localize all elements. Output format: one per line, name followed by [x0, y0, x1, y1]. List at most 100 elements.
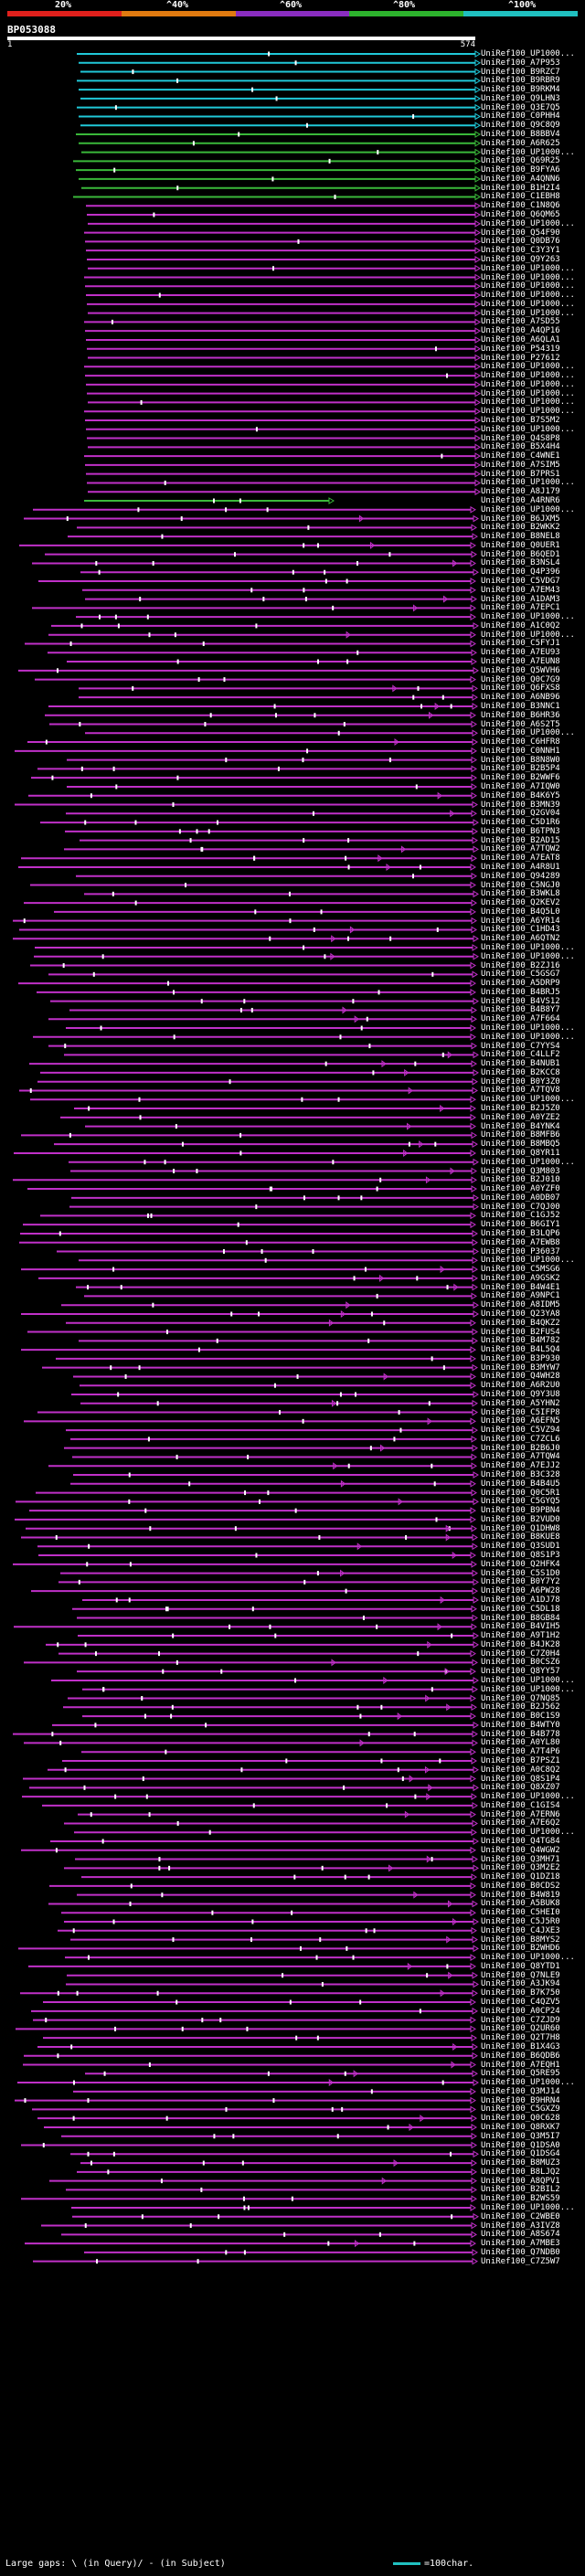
hit-label[interactable]: UniRef100_A9NPC1	[481, 1291, 560, 1301]
hit-label[interactable]: UniRef100_P27612	[481, 353, 560, 363]
hit-label[interactable]: UniRef100_Q7NQ85	[481, 1693, 560, 1703]
hit-label[interactable]: UniRef100_B4WTY0	[481, 1720, 560, 1730]
hit-label[interactable]: UniRef100_Q7NLE9	[481, 1970, 560, 1980]
hit-label[interactable]: UniRef100_C5S1D0	[481, 1568, 560, 1578]
hit-label[interactable]: UniRef100_C5HEI0	[481, 1908, 560, 1918]
hit-label[interactable]: UniRef100_Q2HFK4	[481, 1559, 560, 1569]
hit-label[interactable]: UniRef100_C5GSG7	[481, 970, 560, 980]
hit-label[interactable]: UniRef100_C1GIS4	[481, 1800, 560, 1810]
hit-label[interactable]: UniRef100_B8GB84	[481, 1613, 560, 1623]
hit-label[interactable]: UniRef100_B2WS59	[481, 2194, 560, 2204]
hit-label[interactable]: UniRef100_C4WNE1	[481, 451, 560, 461]
hit-label[interactable]: UniRef100_A7MBE3	[481, 2239, 560, 2249]
hit-label[interactable]: UniRef100_UP1000...	[481, 951, 575, 961]
hit-label[interactable]: UniRef100_Q1DHW8	[481, 1523, 560, 1533]
hit-label[interactable]: UniRef100_Q94289	[481, 871, 560, 881]
hit-label[interactable]: UniRef100_P36037	[481, 1246, 560, 1256]
hit-label[interactable]: UniRef100_A6QTN2	[481, 934, 560, 944]
hit-label[interactable]: UniRef100_A7EM43	[481, 585, 560, 595]
hit-label[interactable]: UniRef100_Q3M2E2	[481, 1863, 560, 1873]
hit-label[interactable]: UniRef100_A7T4P6	[481, 1747, 560, 1757]
hit-label[interactable]: UniRef100_UP1000...	[481, 1157, 575, 1167]
hit-label[interactable]: UniRef100_B3LQP6	[481, 1228, 560, 1238]
hit-label[interactable]: UniRef100_B4L5Q4	[481, 1345, 560, 1355]
hit-label[interactable]: UniRef100_C6HFR8	[481, 737, 560, 747]
hit-label[interactable]: UniRef100_B2KCC8	[481, 1067, 560, 1077]
hit-label[interactable]: UniRef100_A7TQW2	[481, 844, 560, 854]
hit-label[interactable]: UniRef100_B6TPN3	[481, 826, 560, 836]
hit-label[interactable]: UniRef100_Q3SUD1	[481, 1542, 560, 1552]
hit-label[interactable]: UniRef100_Q1DZ18	[481, 1872, 560, 1882]
hit-label[interactable]: UniRef100_A0YZF0	[481, 1184, 560, 1194]
hit-label[interactable]: UniRef100_B1H2I4	[481, 183, 560, 193]
hit-label[interactable]: UniRef100_UP1000...	[481, 612, 575, 622]
hit-label[interactable]: UniRef100_B3WKL8	[481, 889, 560, 899]
hit-label[interactable]: UniRef100_C1GJ52	[481, 1211, 560, 1221]
hit-label[interactable]: UniRef100_A7SD55	[481, 317, 560, 327]
hit-label[interactable]: UniRef100_UP1000...	[481, 49, 575, 58]
hit-label[interactable]: UniRef100_B4JK28	[481, 1639, 560, 1649]
hit-label[interactable]: UniRef100_A5DRP9	[481, 979, 560, 989]
hit-label[interactable]: UniRef100_B2B6J0	[481, 1443, 560, 1453]
hit-label[interactable]: UniRef100_UP1000...	[481, 630, 575, 640]
hit-label[interactable]: UniRef100_Q2T7H8	[481, 2033, 560, 2043]
hit-label[interactable]: UniRef100_B2WWF6	[481, 773, 560, 783]
hit-label[interactable]: UniRef100_UP1000...	[481, 1256, 575, 1266]
hit-label[interactable]: UniRef100_B8NEL8	[481, 532, 560, 542]
hit-label[interactable]: UniRef100_A4QP16	[481, 326, 560, 336]
hit-label[interactable]: UniRef100_A7EJJ2	[481, 1461, 560, 1471]
hit-label[interactable]: UniRef100_B8KUE8	[481, 1532, 560, 1542]
hit-label[interactable]: UniRef100_Q0C5R1	[481, 1488, 560, 1498]
hit-label[interactable]: UniRef100_A7EUN8	[481, 657, 560, 667]
hit-label[interactable]: UniRef100_A3IVZ8	[481, 2221, 560, 2231]
hit-label[interactable]: UniRef100_Q6QM65	[481, 210, 560, 220]
hit-label[interactable]: UniRef100_Q3MH71	[481, 1854, 560, 1864]
hit-label[interactable]: UniRef100_B8MYS2	[481, 1935, 560, 1945]
hit-label[interactable]: UniRef100_C3Y3Y1	[481, 246, 560, 256]
hit-label[interactable]: UniRef100_A8S674	[481, 2230, 560, 2240]
hit-label[interactable]: UniRef100_A1DAM3	[481, 594, 560, 604]
hit-label[interactable]: UniRef100_Q2GV04	[481, 809, 560, 819]
hit-label[interactable]: UniRef100_Q8S1P4	[481, 1774, 560, 1784]
hit-label[interactable]: UniRef100_B4B778	[481, 1729, 560, 1739]
hit-label[interactable]: UniRef100_A3JK94	[481, 1979, 560, 1989]
hit-label[interactable]: UniRef100_UP1000...	[481, 371, 575, 381]
hit-label[interactable]: UniRef100_A4RNR6	[481, 496, 560, 505]
hit-label[interactable]: UniRef100_B2WHD6	[481, 1944, 560, 1954]
hit-label[interactable]: UniRef100_B4VS12	[481, 996, 560, 1006]
hit-label[interactable]: UniRef100_A7TQW4	[481, 1452, 560, 1462]
hit-label[interactable]: UniRef100_B4B4U5	[481, 1479, 560, 1489]
hit-label[interactable]: UniRef100_A7EAT8	[481, 853, 560, 864]
hit-label[interactable]: UniRef100_A5BUK8	[481, 1899, 560, 1909]
hit-label[interactable]: UniRef100_B2ZJ16	[481, 960, 560, 970]
hit-label[interactable]: UniRef100_UP1000...	[481, 263, 575, 273]
hit-label[interactable]: UniRef100_Q2KEV2	[481, 898, 560, 908]
hit-label[interactable]: UniRef100_C1EBH8	[481, 192, 560, 202]
hit-label[interactable]: UniRef100_B2AD15	[481, 835, 560, 845]
hit-label[interactable]: UniRef100_B8MBQ5	[481, 1140, 560, 1150]
hit-label[interactable]: UniRef100_Q5RE95	[481, 2069, 560, 2079]
hit-label[interactable]: UniRef100_B9FYA6	[481, 165, 560, 175]
hit-label[interactable]: UniRef100_Q8XZ07	[481, 1783, 560, 1793]
hit-label[interactable]: UniRef100_A0DB07	[481, 1193, 560, 1203]
hit-label[interactable]: UniRef100_B6HR36	[481, 710, 560, 720]
hit-label[interactable]: UniRef100_P54319	[481, 344, 560, 354]
hit-label[interactable]: UniRef100_UP1000...	[481, 147, 575, 157]
hit-label[interactable]: UniRef100_Q54F90	[481, 228, 560, 238]
hit-label[interactable]: UniRef100_Q1DSG4	[481, 2149, 560, 2159]
hit-label[interactable]: UniRef100_Q9Y263	[481, 254, 560, 264]
hit-label[interactable]: UniRef100_C5DL18	[481, 1604, 560, 1614]
hit-label[interactable]: UniRef100_C1N8Q6	[481, 201, 560, 211]
hit-label[interactable]: UniRef100_A0C8Q2	[481, 1765, 560, 1775]
hit-label[interactable]: UniRef100_Q4WGW2	[481, 1845, 560, 1855]
hit-label[interactable]: UniRef100_Q4WH28	[481, 1372, 560, 1382]
hit-label[interactable]: UniRef100_B2BIL2	[481, 2185, 560, 2195]
hit-label[interactable]: UniRef100_C5FYJ1	[481, 639, 560, 649]
hit-label[interactable]: UniRef100_B0Y7Y2	[481, 1577, 560, 1587]
hit-label[interactable]: UniRef100_A7SIM5	[481, 460, 560, 470]
hit-label[interactable]: UniRef100_B2VUD0	[481, 1514, 560, 1524]
hit-label[interactable]: UniRef100_UP1000...	[481, 1792, 575, 1802]
hit-label[interactable]: UniRef100_UP1000...	[481, 1828, 575, 1838]
hit-label[interactable]: UniRef100_B6JXM5	[481, 514, 560, 524]
hit-label[interactable]: UniRef100_A0YZE2	[481, 1112, 560, 1122]
